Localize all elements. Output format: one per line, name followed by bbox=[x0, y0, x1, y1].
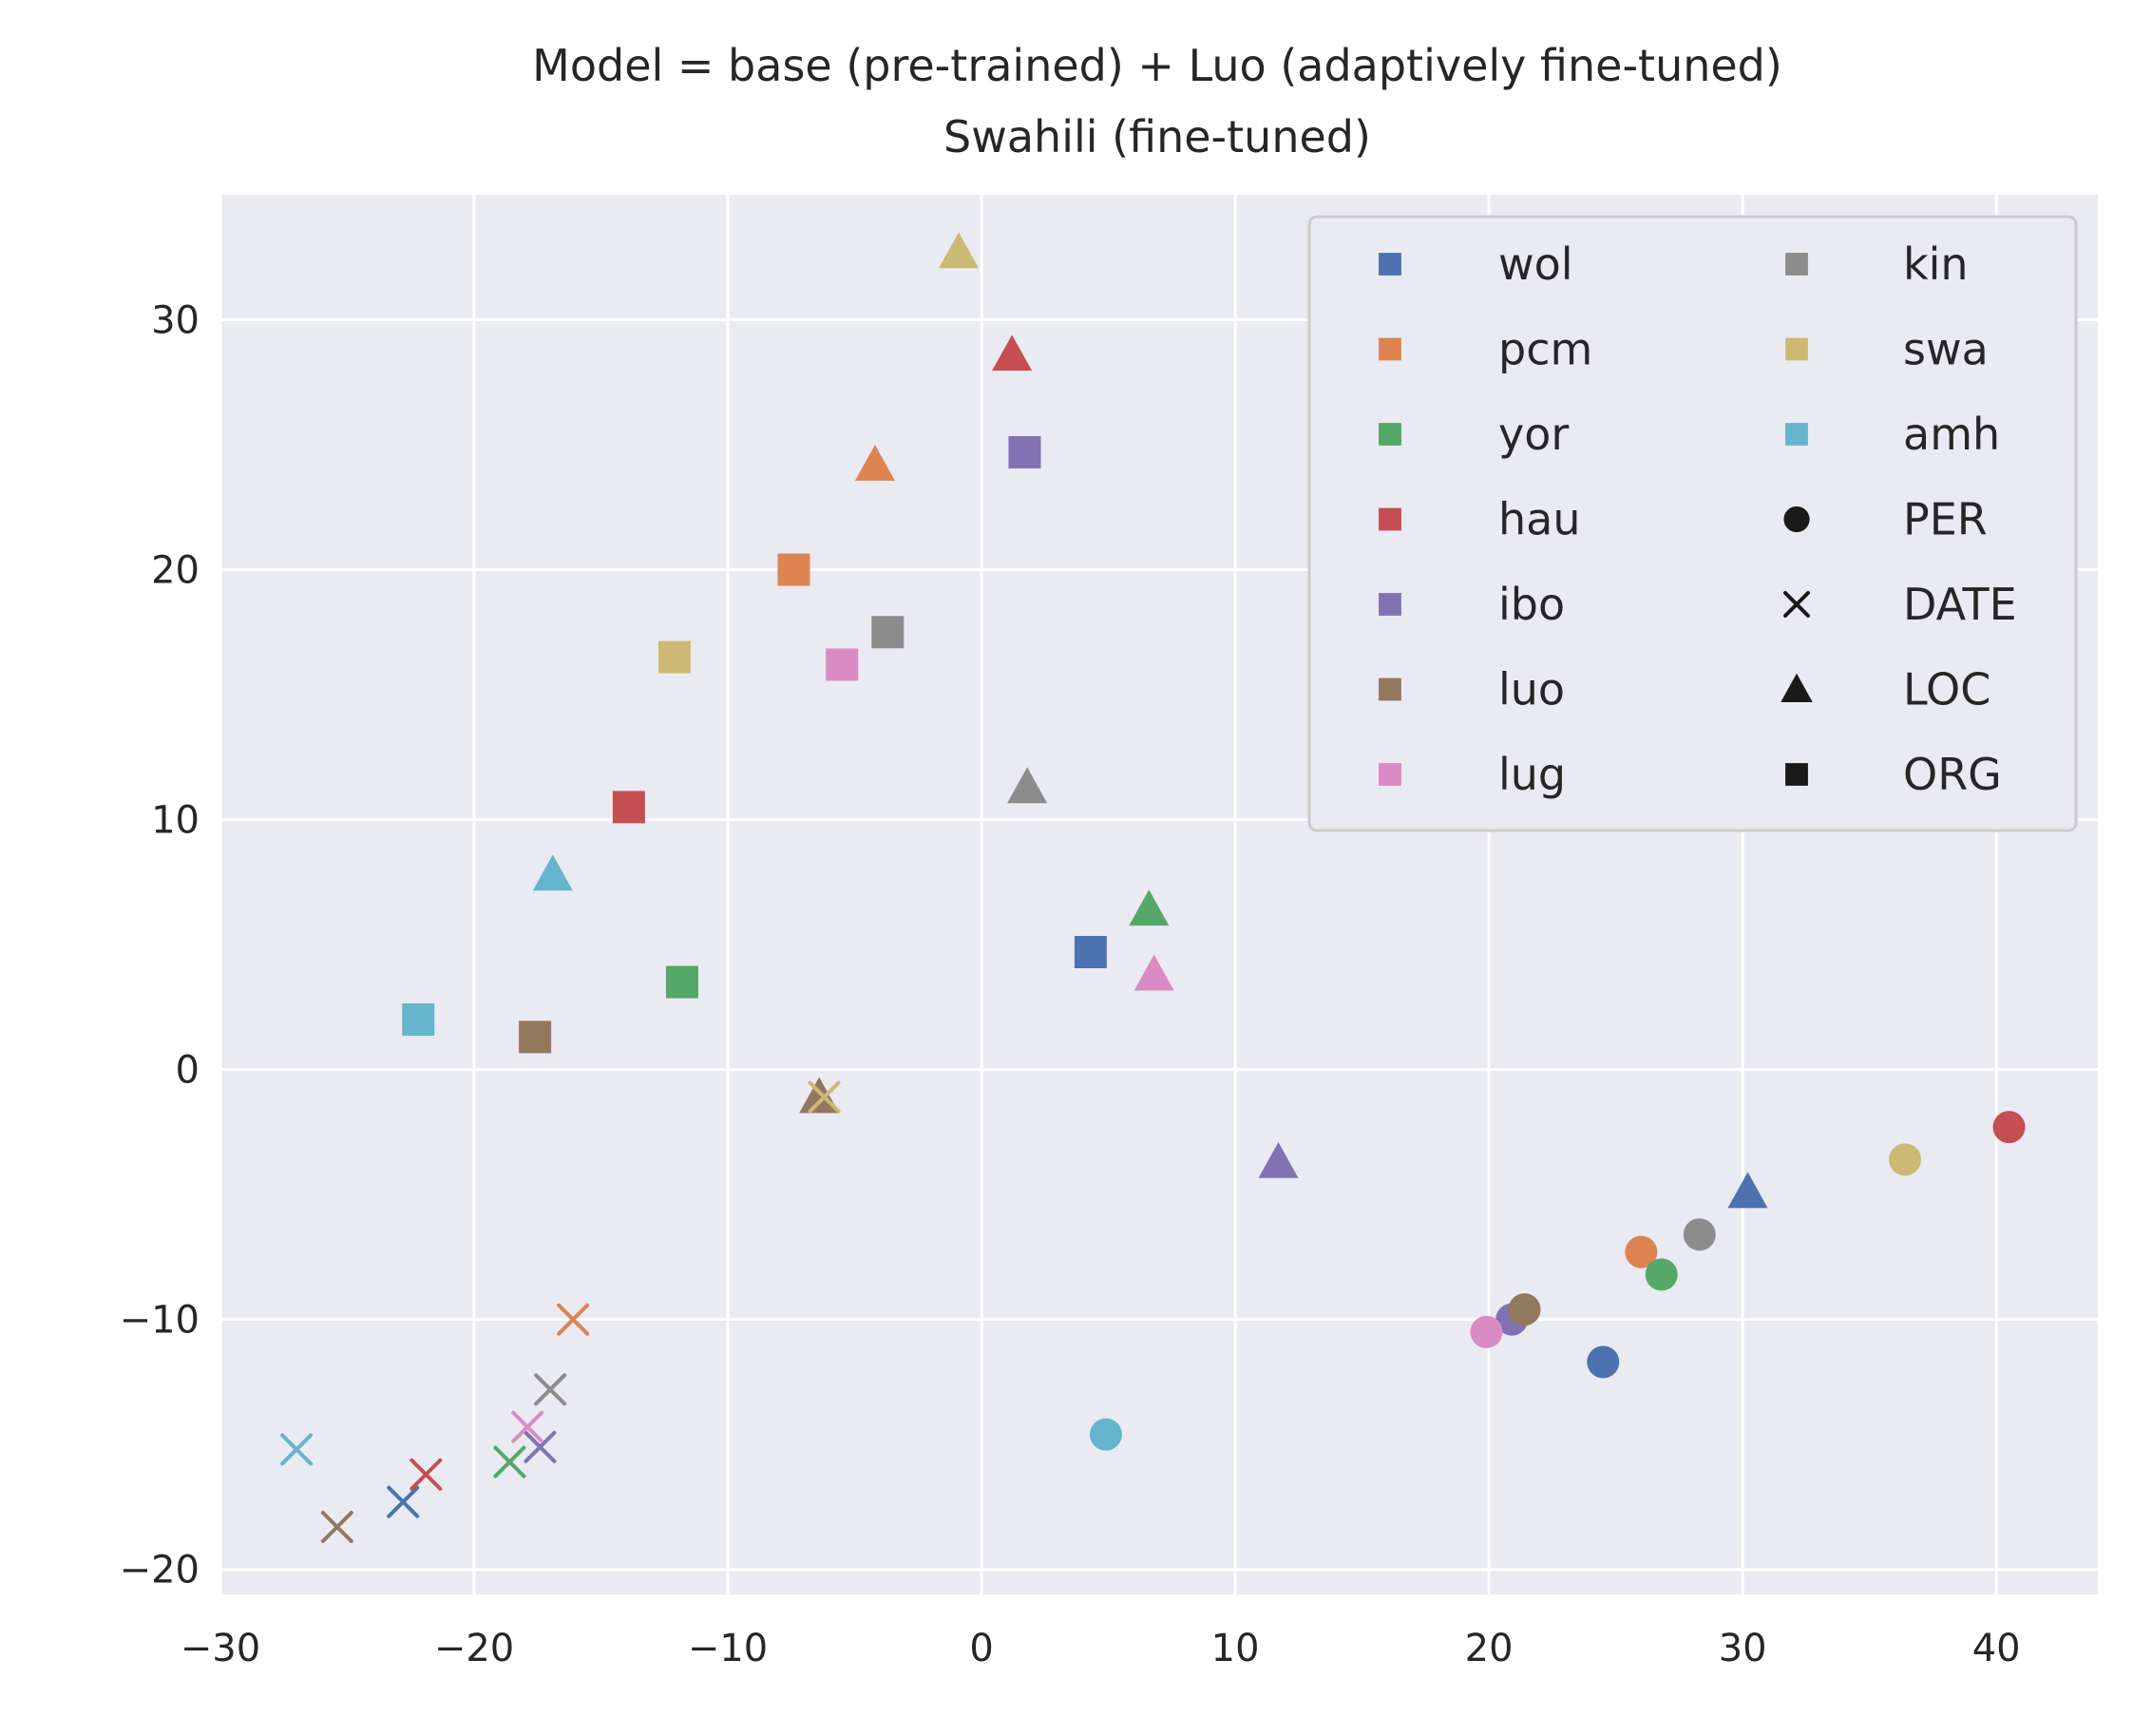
y-tick-label: 10 bbox=[151, 799, 200, 843]
point-lug-org bbox=[826, 648, 859, 681]
legend-yor-label: yor bbox=[1498, 409, 1569, 460]
x-tick-label: 0 bbox=[969, 1627, 993, 1670]
point-ibo-org bbox=[1008, 435, 1041, 468]
point-amh-org bbox=[402, 1003, 435, 1037]
legend-swa-marker bbox=[1785, 337, 1808, 361]
legend-lug-label: lug bbox=[1498, 749, 1566, 800]
legend-kin-label: kin bbox=[1903, 238, 1969, 290]
legend-org-marker bbox=[1785, 763, 1808, 786]
point-swa-per bbox=[1889, 1143, 1922, 1176]
x-tick-label: −30 bbox=[181, 1627, 260, 1670]
x-tick-label: −10 bbox=[688, 1627, 768, 1670]
point-kin-loc bbox=[1007, 767, 1048, 804]
legend-loc-label: LOC bbox=[1903, 664, 1990, 715]
point-hau-loc bbox=[992, 334, 1033, 372]
legend-wol-marker bbox=[1379, 253, 1401, 276]
legend-date-marker bbox=[1783, 591, 1810, 618]
legend-hau-marker bbox=[1379, 507, 1401, 531]
legend-luo-marker bbox=[1379, 677, 1401, 701]
chart-title: Model = base (pre-trained) + Luo (adapti… bbox=[532, 40, 1782, 91]
point-pcm-loc bbox=[854, 445, 895, 481]
legend-date-label: DATE bbox=[1903, 579, 2017, 630]
point-swa-org bbox=[657, 640, 691, 674]
point-ibo-loc bbox=[1258, 1141, 1299, 1178]
y-tick-label: −10 bbox=[120, 1299, 200, 1343]
legend-loc-marker bbox=[1781, 673, 1813, 702]
point-ibo-date bbox=[524, 1430, 557, 1463]
legend-amh-label: amh bbox=[1903, 409, 2000, 460]
legend-per-label: PER bbox=[1903, 494, 1988, 545]
point-pcm-org bbox=[777, 553, 810, 586]
point-lug-per bbox=[1470, 1315, 1503, 1348]
point-swa-loc bbox=[939, 232, 980, 269]
point-pcm-per bbox=[1625, 1235, 1658, 1269]
x-tick-label: −20 bbox=[434, 1627, 514, 1670]
legend-amh-marker bbox=[1785, 423, 1808, 446]
point-hau-org bbox=[612, 791, 645, 824]
legend-box bbox=[1307, 215, 2078, 832]
legend-org-label: ORG bbox=[1903, 749, 2002, 800]
point-amh-per bbox=[1089, 1418, 1122, 1451]
legend-yor-marker bbox=[1379, 423, 1401, 446]
x-tick-label: 10 bbox=[1211, 1627, 1260, 1670]
y-tick-label: 20 bbox=[151, 549, 200, 593]
point-luo-date bbox=[320, 1510, 353, 1543]
x-tick-labels: −30 −20 −10 0 10 20 30 40 bbox=[181, 1627, 2021, 1670]
legend: wol pcm yor hau ibo luo lug kin swa amh PER DATE LOC… bbox=[1307, 215, 2078, 832]
point-wol-date bbox=[387, 1485, 420, 1518]
point-amh-date bbox=[280, 1433, 314, 1466]
legend-ibo-label: ibo bbox=[1498, 579, 1565, 630]
point-kin-org bbox=[871, 616, 905, 649]
x-tick-label: 20 bbox=[1465, 1627, 1514, 1670]
point-swa-date bbox=[808, 1080, 841, 1114]
legend-lug-marker bbox=[1379, 763, 1401, 786]
point-wol-per bbox=[1587, 1345, 1620, 1379]
y-tick-label: 30 bbox=[151, 299, 200, 343]
point-luo-per bbox=[1508, 1293, 1541, 1326]
x-tick-label: 40 bbox=[1972, 1627, 2021, 1670]
point-yor-date bbox=[493, 1445, 526, 1478]
point-luo-org bbox=[519, 1021, 552, 1054]
point-wol-org bbox=[1074, 935, 1107, 968]
legend-swa-label: swa bbox=[1903, 324, 1989, 375]
point-yor-org bbox=[665, 965, 698, 999]
legend-pcm-label: pcm bbox=[1498, 324, 1592, 375]
point-hau-per bbox=[1992, 1111, 2026, 1144]
x-tick-label: 30 bbox=[1719, 1627, 1767, 1670]
point-pcm-date bbox=[557, 1303, 590, 1336]
legend-pcm-marker bbox=[1379, 337, 1401, 361]
chart-subtitle: Swahili (fine-tuned) bbox=[943, 111, 1371, 162]
y-tick-labels: −20 −10 0 10 20 30 bbox=[120, 299, 200, 1593]
point-lug-loc bbox=[1133, 954, 1174, 991]
point-lug-date bbox=[511, 1410, 544, 1443]
legend-hau-label: hau bbox=[1498, 494, 1581, 545]
point-wol-loc bbox=[1727, 1172, 1768, 1209]
y-tick-label: −20 bbox=[120, 1549, 200, 1593]
data-points bbox=[280, 232, 2026, 1543]
legend-luo-label: luo bbox=[1498, 664, 1565, 715]
legend-wol-label: wol bbox=[1498, 238, 1573, 290]
point-kin-per bbox=[1683, 1218, 1716, 1251]
legend-kin-marker bbox=[1785, 253, 1808, 276]
point-kin-date bbox=[534, 1373, 567, 1406]
y-tick-label: 0 bbox=[176, 1049, 200, 1093]
legend-per-marker bbox=[1783, 506, 1810, 533]
point-hau-date bbox=[409, 1458, 443, 1491]
point-yor-loc bbox=[1129, 889, 1170, 926]
point-yor-per bbox=[1645, 1258, 1678, 1291]
legend-ibo-marker bbox=[1379, 593, 1401, 616]
point-amh-loc bbox=[532, 854, 573, 891]
